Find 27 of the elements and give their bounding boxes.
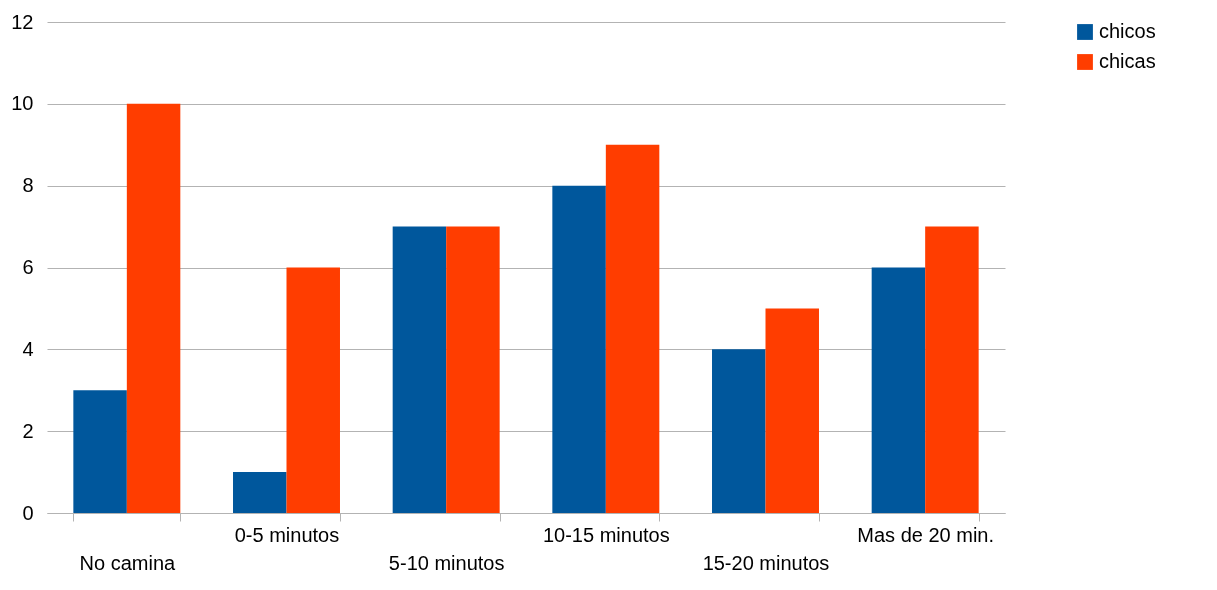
bar — [925, 226, 979, 513]
y-tick-label: 4 — [22, 337, 34, 360]
y-tick-label: 12 — [11, 10, 34, 33]
y-tick-label: 0 — [22, 501, 34, 524]
x-tick-label: No camina — [79, 551, 176, 574]
bar — [871, 267, 926, 513]
bar — [392, 226, 447, 513]
x-tick-label: 15-20 minutos — [702, 551, 830, 574]
x-tick-label: 0-5 minutos — [234, 523, 340, 546]
legend-label: chicos — [1099, 20, 1156, 42]
bar — [73, 390, 127, 513]
bar — [605, 144, 660, 513]
x-tick-label: 5-10 minutos — [388, 551, 505, 574]
y-tick-label: 2 — [22, 419, 34, 442]
bar — [286, 267, 340, 513]
x-tick-label: 10-15 minutos — [542, 523, 670, 546]
bar — [126, 103, 181, 513]
bar — [446, 226, 500, 513]
bar — [712, 349, 766, 513]
bar — [765, 308, 819, 513]
y-tick-label: 6 — [22, 256, 34, 278]
y-tick-label: 8 — [22, 174, 34, 197]
y-tick-label: 10 — [11, 92, 34, 115]
x-tick-label: Mas de 20 min. — [857, 523, 995, 546]
bar — [552, 185, 606, 513]
bar — [233, 472, 287, 513]
legend-label: chicas — [1099, 50, 1156, 72]
